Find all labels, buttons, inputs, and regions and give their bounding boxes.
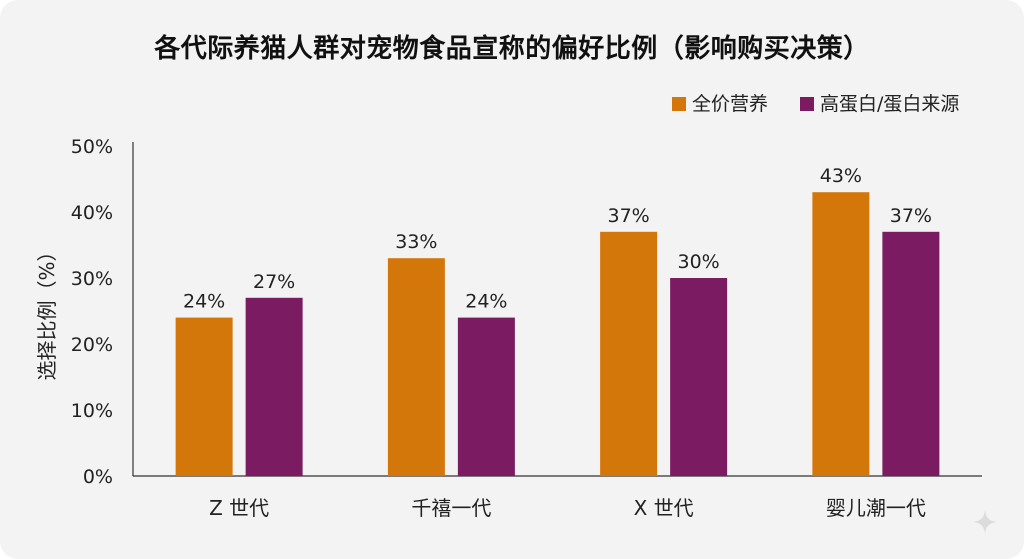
y-tick-label: 30% — [71, 268, 113, 290]
legend-label: 高蛋白/蛋白来源 — [820, 93, 959, 115]
legend-swatch — [672, 97, 686, 111]
y-tick-label: 10% — [71, 400, 113, 422]
data-label: 24% — [183, 291, 225, 313]
data-label: 37% — [890, 205, 932, 227]
bar-full-nutrition — [812, 192, 870, 476]
bar-full-nutrition — [175, 317, 233, 476]
data-label: 33% — [395, 231, 437, 253]
data-label: 30% — [678, 251, 720, 273]
bar-full-nutrition — [600, 231, 658, 476]
x-tick-label: 婴儿潮一代 — [826, 496, 926, 520]
sparkle-icon — [973, 510, 997, 534]
bar-high-protein — [457, 317, 515, 476]
y-tick-label: 40% — [71, 202, 113, 224]
y-tick-label: 20% — [71, 334, 113, 356]
x-tick-label: X 世代 — [634, 496, 694, 520]
data-label: 27% — [253, 271, 295, 293]
y-tick-label: 0% — [83, 466, 113, 488]
data-label: 37% — [608, 205, 650, 227]
chart-title: 各代际养猫人群对宠物食品宣称的偏好比例（影响购买决策） — [154, 34, 870, 64]
data-label: 43% — [820, 165, 862, 187]
bar-full-nutrition — [387, 258, 445, 476]
bar-high-protein — [670, 278, 728, 476]
bar-high-protein — [882, 231, 940, 476]
y-axis-label: 选择比例（%） — [35, 241, 59, 380]
legend-label: 全价营养 — [692, 93, 768, 115]
x-tick-label: 千禧一代 — [411, 496, 491, 520]
data-label: 24% — [465, 291, 507, 313]
bar-high-protein — [245, 297, 303, 476]
y-tick-label: 50% — [71, 136, 113, 158]
x-tick-label: Z 世代 — [209, 496, 269, 520]
legend-swatch — [800, 97, 814, 111]
